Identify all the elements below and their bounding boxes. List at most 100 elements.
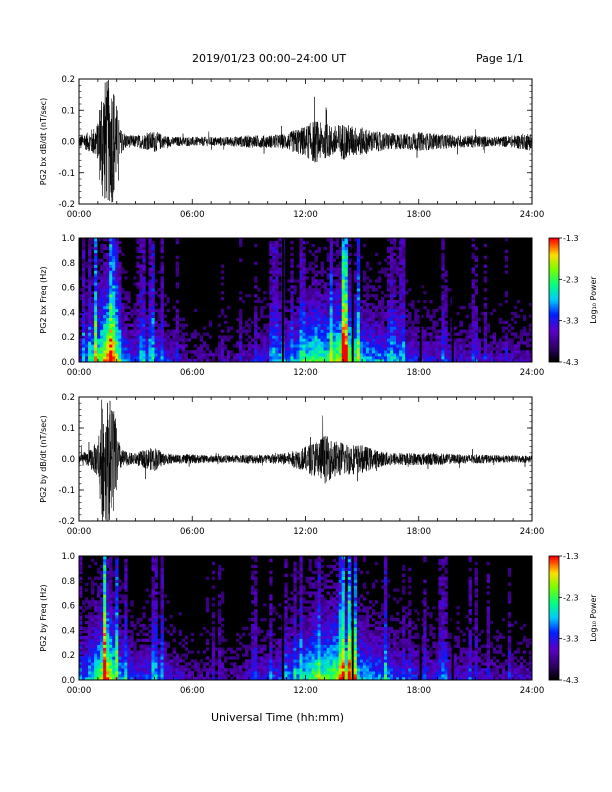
spectrogram-cell (278, 338, 282, 342)
spectrogram-cell (127, 668, 131, 672)
spectrogram-cell (88, 635, 92, 639)
spectrogram-cell (127, 674, 131, 678)
spectrogram-cell (516, 335, 521, 339)
spectrogram-cell (154, 665, 158, 669)
spectrogram-cell (136, 264, 140, 268)
spectrogram-cell (187, 671, 192, 675)
spectrogram-cell (109, 615, 113, 619)
spectrogram-cell (91, 641, 95, 645)
spectrogram-cell (344, 326, 349, 330)
spectrogram-cell (441, 347, 445, 351)
spectrogram-cell (405, 320, 409, 324)
spectrogram-cell (296, 305, 300, 310)
spectrogram-cell (139, 238, 143, 242)
spectrogram-cell (374, 288, 379, 292)
spectrogram-cell (127, 347, 131, 351)
spectrogram-cell (239, 326, 243, 330)
spectrogram-cell (353, 297, 358, 301)
spectrogram-cell (474, 350, 478, 354)
spectrogram-cell (284, 332, 288, 336)
spectrogram-cell (220, 335, 225, 339)
spectrogram-cell (184, 635, 189, 639)
spectrogram-cell (510, 347, 515, 351)
spectrogram-cell (263, 323, 267, 327)
spectrogram-cell (444, 323, 448, 327)
spectrogram-cell (115, 347, 119, 351)
spectrogram-cell (151, 561, 155, 566)
spectrogram-cell (236, 356, 240, 360)
spectrogram-cell (399, 288, 403, 292)
spectrogram-cell (233, 674, 237, 678)
spectrogram-cell (112, 314, 116, 319)
spectrogram-cell (329, 240, 333, 245)
spectrogram-cell (260, 308, 264, 313)
spectrogram-cell (468, 305, 472, 310)
spectrogram-cell (154, 656, 158, 660)
spectrogram-cell (172, 650, 176, 654)
spectrogram-cell (148, 662, 152, 666)
spectrogram-cell (341, 297, 346, 301)
spectrogram-cell (365, 314, 370, 319)
spectrogram-cell (91, 341, 95, 345)
spectrogram-cell (172, 332, 176, 336)
spectrogram-cell (124, 350, 128, 354)
spectrogram-cell (341, 240, 346, 245)
spectrogram-cell (121, 326, 125, 330)
spectrogram-cell (390, 249, 394, 254)
spectrogram-cell (329, 314, 333, 319)
spectrogram-cell (435, 356, 439, 360)
spectrogram-cell (519, 359, 524, 363)
spectrogram-cell (220, 353, 225, 357)
spectrogram-cell (106, 570, 110, 575)
spectrogram-cell (396, 338, 400, 342)
spectrogram-cell (94, 243, 98, 248)
spectrogram-cell (426, 347, 430, 351)
spectrogram-cell (374, 338, 379, 342)
spectrogram-cell (97, 338, 101, 342)
spectrogram-cell (399, 261, 403, 265)
spectrogram-cell (160, 620, 164, 625)
spectrogram-cell (184, 677, 189, 681)
spectrogram-cell (399, 359, 403, 363)
spectrogram-cell (160, 297, 164, 301)
spectrogram-cell (106, 246, 110, 251)
spectrogram-cell (245, 647, 249, 651)
spectrogram-cell (504, 338, 509, 342)
spectrogram-cell (263, 291, 267, 295)
spectrogram-cell (160, 305, 164, 310)
spectrogram-cell (109, 677, 113, 681)
spectrogram-cell (314, 302, 318, 307)
spectrogram-cell (100, 297, 104, 301)
spectrogram-cell (347, 270, 352, 274)
spectrogram-cell (272, 326, 276, 330)
spectrogram-cell (387, 329, 391, 333)
spectrogram-cell (293, 344, 297, 348)
spectrogram-cell (157, 656, 161, 660)
spectrogram-cell (106, 576, 110, 580)
spectrogram-cell (399, 252, 403, 257)
spectrogram-cell (441, 305, 445, 310)
spectrogram-cell (160, 635, 164, 639)
spectrogram-cell (226, 359, 231, 363)
spectrogram-cell (251, 656, 255, 660)
spectrogram-cell (112, 282, 116, 286)
spectrogram-cell (290, 356, 294, 360)
spectrogram-cell (85, 662, 89, 666)
spectrogram-cell (495, 341, 500, 345)
spectrogram-cell (399, 249, 403, 254)
spectrogram-cell (112, 311, 116, 316)
spectrogram-cell (145, 656, 149, 660)
spectrogram-cell (359, 353, 364, 357)
spectrogram-cell (112, 641, 116, 645)
spectrogram-cell (402, 282, 406, 286)
spectrogram-cell (284, 326, 288, 330)
spectrogram-cell (320, 264, 324, 268)
spectrogram-cell (353, 359, 358, 363)
spectrogram-cell (465, 344, 469, 348)
spectrogram-cell (100, 609, 104, 613)
spectrogram-cell (211, 620, 216, 625)
spectrogram-cell (359, 350, 364, 354)
spectrogram-cell (181, 332, 185, 336)
spectrogram-cell (402, 255, 406, 259)
spectrogram-cell (151, 264, 155, 268)
